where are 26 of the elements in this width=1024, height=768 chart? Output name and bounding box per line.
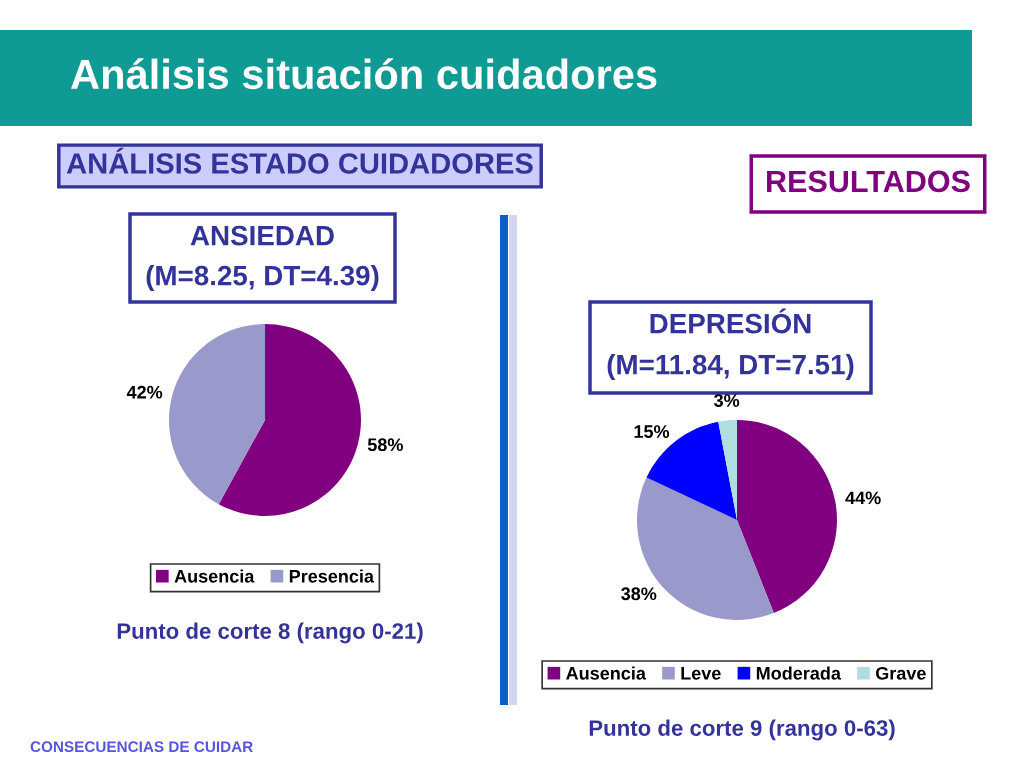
legend-label: Leve — [681, 667, 721, 680]
legend-label: Ausencia — [174, 569, 255, 583]
data-label: 44% — [845, 491, 881, 505]
text: ANÁLISIS ESTADO CUIDADORES — [66, 147, 533, 174]
legend-label: Grave — [875, 666, 926, 680]
chart-subtitle: (M=8.25, DT=4.39) — [146, 265, 379, 291]
text: Punto de corte 8 (rango 0-21) — [117, 622, 423, 644]
chart-subtitle: (M=11.84, DT=7.51) — [607, 354, 854, 380]
data-label: 15% — [634, 425, 670, 438]
pie-slice — [737, 420, 837, 613]
text: CONSECUENCIAS DE CUIDAR — [30, 741, 253, 753]
data-label: 58% — [367, 438, 403, 452]
chart-title: DEPRESIÓN — [650, 308, 811, 334]
pie-slice — [218, 324, 361, 516]
data-label: 38% — [621, 587, 657, 601]
text: Punto de corte 9 (rango 0-63) — [589, 719, 895, 741]
legend-label: Presencia — [289, 569, 375, 583]
data-label: 3% — [714, 394, 740, 407]
chart-title: ANSIEDAD — [190, 225, 334, 246]
legend-label: Ausencia — [566, 666, 647, 680]
legend-label: Moderada — [756, 666, 842, 680]
text: RESULTADOS — [767, 170, 970, 193]
text: Análisis situación cuidadores — [71, 58, 657, 90]
pie-slice — [718, 420, 737, 520]
data-label: 42% — [126, 385, 163, 399]
pie-slice — [169, 324, 265, 505]
